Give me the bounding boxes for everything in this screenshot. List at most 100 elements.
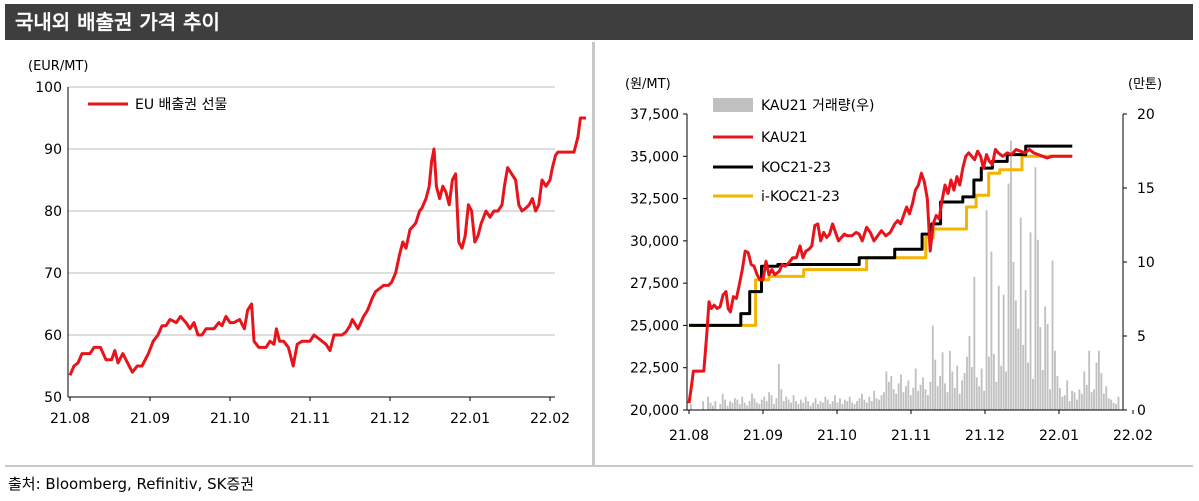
volume-bar bbox=[1027, 362, 1029, 410]
y-tick-label: 22,500 bbox=[630, 361, 679, 377]
legend-label-eu: EU 배출권 선물 bbox=[135, 97, 228, 113]
x-tick-label: 21.09 bbox=[743, 428, 783, 444]
volume-bar bbox=[873, 390, 876, 410]
y-tick-label: 100 bbox=[35, 80, 62, 96]
volume-bar bbox=[814, 398, 817, 410]
volume-bar bbox=[1071, 390, 1073, 410]
volume-bar bbox=[1024, 290, 1027, 410]
volume-bar bbox=[1044, 306, 1047, 410]
volume-bar bbox=[946, 392, 949, 410]
volume-bar bbox=[1078, 389, 1081, 410]
volume-bar bbox=[1019, 217, 1022, 410]
y-tick-label: 80 bbox=[44, 204, 62, 220]
volume-bar bbox=[953, 387, 956, 410]
volume-bar bbox=[1093, 389, 1095, 410]
x-tick-label: 21.12 bbox=[370, 411, 410, 427]
volume-bar bbox=[826, 399, 829, 410]
y-tick-label: 37,500 bbox=[630, 107, 679, 123]
eu-futures-line bbox=[68, 116, 586, 376]
y2-axis-unit: (만톤) bbox=[1128, 77, 1162, 92]
volume-bar bbox=[1007, 183, 1010, 410]
volume-bar bbox=[760, 399, 763, 410]
volume-bar bbox=[807, 401, 810, 410]
volume-bar bbox=[1083, 371, 1086, 410]
volume-bar bbox=[851, 402, 854, 410]
volume-bar bbox=[985, 210, 988, 410]
y-tick-label: 70 bbox=[44, 266, 62, 282]
volume-bar bbox=[1090, 392, 1093, 410]
volume-bar bbox=[856, 401, 858, 410]
volume-bar bbox=[824, 396, 827, 410]
volume-bar bbox=[944, 383, 946, 410]
volume-bar bbox=[865, 402, 868, 410]
volume-bar bbox=[941, 352, 944, 410]
volume-bar bbox=[765, 401, 768, 410]
x-tick-label: 21.11 bbox=[891, 428, 931, 444]
volume-bar bbox=[802, 402, 805, 410]
volume-bar bbox=[758, 404, 761, 410]
volume-bar bbox=[924, 389, 927, 410]
volume-bar bbox=[968, 336, 971, 410]
y-tick-label: 32,500 bbox=[630, 192, 679, 208]
volume-bar bbox=[709, 402, 712, 410]
volume-bar bbox=[1117, 396, 1120, 410]
volume-bar bbox=[1012, 262, 1015, 410]
volume-bar bbox=[1098, 350, 1100, 410]
volume-bar bbox=[773, 404, 775, 410]
volume-bar bbox=[931, 325, 934, 410]
volume-bar bbox=[702, 401, 705, 410]
volume-bar bbox=[948, 350, 951, 410]
volume-bar bbox=[992, 353, 995, 410]
y2-tick-label: 10 bbox=[1137, 255, 1155, 271]
volume-bar bbox=[746, 405, 749, 410]
volume-bar bbox=[1080, 393, 1083, 410]
volume-bar bbox=[990, 251, 993, 410]
volume-bar bbox=[782, 401, 785, 410]
volume-bar bbox=[917, 390, 920, 410]
volume-bar bbox=[1054, 350, 1056, 410]
x-tick-label: 22.01 bbox=[450, 411, 490, 427]
volume-bar bbox=[1039, 327, 1042, 410]
volume-bar bbox=[721, 393, 724, 410]
legend-label-koc21-23: KOC21-23 bbox=[761, 160, 831, 176]
volume-bar bbox=[731, 402, 734, 410]
volume-bar bbox=[1002, 294, 1005, 410]
volume-bar bbox=[724, 399, 727, 410]
volume-bar bbox=[1005, 371, 1008, 410]
legend-swatch-volume bbox=[713, 98, 753, 112]
volume-bar bbox=[753, 398, 756, 410]
x-tick-label: 22.01 bbox=[1039, 428, 1079, 444]
x-tick-label: 21.08 bbox=[669, 428, 709, 444]
x-tick-label: 21.10 bbox=[817, 428, 857, 444]
volume-bar bbox=[1063, 395, 1066, 410]
volume-bar bbox=[797, 404, 800, 410]
volume-bar bbox=[819, 401, 822, 410]
volume-bar bbox=[804, 396, 807, 410]
volume-bar bbox=[883, 392, 885, 410]
volume-bar bbox=[711, 405, 714, 410]
y-axis-unit: (원/MT) bbox=[625, 77, 671, 92]
volume-bar bbox=[1107, 398, 1110, 410]
volume-bar bbox=[719, 404, 722, 410]
volume-bar bbox=[1105, 386, 1108, 410]
volume-bar bbox=[763, 396, 766, 410]
volume-bar bbox=[878, 399, 880, 410]
volume-bar bbox=[1022, 344, 1025, 410]
volume-bar bbox=[1036, 239, 1039, 410]
volume-bar bbox=[841, 404, 844, 410]
volume-bar bbox=[951, 371, 954, 410]
volume-bar bbox=[868, 396, 871, 410]
volume-bar bbox=[733, 398, 736, 410]
volume-bar bbox=[956, 365, 959, 410]
volume-bar bbox=[995, 381, 998, 410]
i-koc21-23-line bbox=[689, 154, 1073, 327]
x-tick-label: 21.11 bbox=[290, 411, 330, 427]
volume-bar bbox=[751, 393, 753, 410]
volume-bar bbox=[970, 367, 973, 410]
volume-bar bbox=[834, 395, 836, 410]
panel-divider bbox=[592, 42, 595, 466]
volume-bar bbox=[790, 402, 793, 410]
volume-bar bbox=[714, 401, 717, 410]
volume-bar bbox=[853, 404, 856, 410]
volume-bar bbox=[768, 392, 771, 410]
